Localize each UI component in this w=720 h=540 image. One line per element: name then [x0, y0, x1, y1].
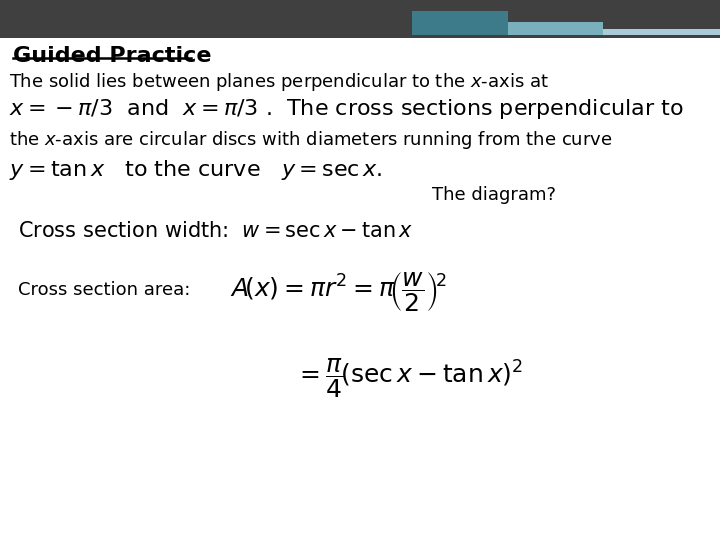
Text: $y = \tan x$   to the curve   $y = \sec x$.: $y = \tan x$ to the curve $y = \sec x$. [9, 158, 382, 181]
Text: Guided Practice: Guided Practice [13, 46, 212, 66]
Text: Cross section width:  $w = \sec x - \tan x$: Cross section width: $w = \sec x - \tan … [18, 221, 413, 241]
Bar [412, 11, 508, 35]
Bar [603, 29, 720, 35]
Text: $= \dfrac{\pi}{4}\!\left(\sec x - \tan x\right)^{2}$: $= \dfrac{\pi}{4}\!\left(\sec x - \tan x… [295, 356, 523, 400]
Text: Cross section area:: Cross section area: [18, 281, 190, 299]
Text: $x = -\pi/3$  and  $x = \pi/3$ .  The cross sections perpendicular to: $x = -\pi/3$ and $x = \pi/3$ . The cross… [9, 97, 683, 121]
Text: The diagram?: The diagram? [432, 186, 556, 204]
Bar [508, 22, 603, 35]
Text: $A\!\left(x\right) = \pi r^2 = \pi\!\left(\dfrac{w}{2}\right)^{\!2}$: $A\!\left(x\right) = \pi r^2 = \pi\!\lef… [230, 270, 447, 314]
Text: the $x$-axis are circular discs with diameters running from the curve: the $x$-axis are circular discs with dia… [9, 129, 612, 151]
Text: The solid lies between planes perpendicular to the $x$-axis at: The solid lies between planes perpendicu… [9, 71, 549, 93]
Bar [0, 0, 720, 38]
